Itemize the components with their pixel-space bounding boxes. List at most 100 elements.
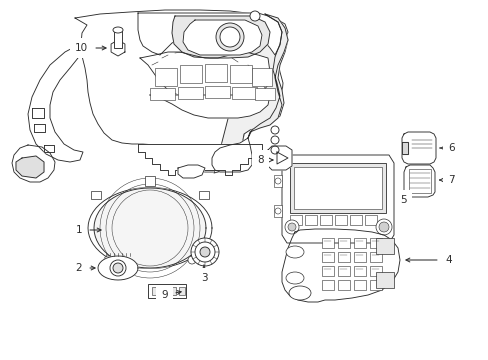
Ellipse shape <box>285 272 304 284</box>
Bar <box>204 86 229 98</box>
Polygon shape <box>138 13 282 55</box>
Bar <box>145 176 155 186</box>
Bar <box>293 167 381 209</box>
Bar <box>305 215 316 225</box>
Text: 6: 6 <box>439 143 454 153</box>
Circle shape <box>270 146 279 154</box>
Circle shape <box>216 23 244 51</box>
Bar <box>364 215 376 225</box>
Bar <box>337 238 349 248</box>
Polygon shape <box>282 229 399 302</box>
Text: 3: 3 <box>200 265 207 283</box>
Polygon shape <box>32 108 44 118</box>
Bar <box>148 284 185 298</box>
Circle shape <box>274 178 281 184</box>
Circle shape <box>104 256 112 264</box>
Polygon shape <box>172 16 269 58</box>
Polygon shape <box>247 14 287 138</box>
Bar <box>375 238 393 254</box>
Bar <box>334 215 346 225</box>
Polygon shape <box>214 14 287 173</box>
Circle shape <box>113 263 123 273</box>
Circle shape <box>249 11 260 21</box>
Polygon shape <box>111 40 124 56</box>
Bar <box>178 87 203 99</box>
Polygon shape <box>16 156 44 178</box>
Ellipse shape <box>285 246 304 258</box>
Polygon shape <box>150 95 269 118</box>
Bar <box>198 190 208 199</box>
Bar <box>251 68 271 86</box>
Polygon shape <box>138 144 262 175</box>
Ellipse shape <box>113 27 123 33</box>
Bar <box>254 88 274 100</box>
Polygon shape <box>178 165 204 178</box>
Polygon shape <box>183 20 262 55</box>
Polygon shape <box>401 142 407 154</box>
Bar <box>337 252 349 262</box>
Bar <box>289 215 302 225</box>
Bar <box>369 280 381 290</box>
Polygon shape <box>94 188 205 268</box>
Polygon shape <box>403 165 434 197</box>
Circle shape <box>191 238 219 266</box>
Text: 4: 4 <box>405 255 451 265</box>
Bar <box>231 87 257 99</box>
Bar <box>408 169 430 193</box>
Bar <box>204 64 226 82</box>
Text: 5: 5 <box>398 195 406 205</box>
Bar <box>353 252 365 262</box>
Polygon shape <box>75 10 287 172</box>
Bar <box>353 238 365 248</box>
Polygon shape <box>282 155 393 243</box>
Circle shape <box>274 208 281 214</box>
Circle shape <box>110 260 126 276</box>
Bar <box>321 238 333 248</box>
Bar <box>273 205 282 217</box>
Bar <box>321 252 333 262</box>
Text: 2: 2 <box>75 263 95 273</box>
Polygon shape <box>12 145 55 182</box>
Bar <box>321 266 333 276</box>
Text: 9: 9 <box>161 290 181 300</box>
Polygon shape <box>267 146 291 170</box>
Bar <box>369 252 381 262</box>
Polygon shape <box>28 44 83 162</box>
Polygon shape <box>98 256 138 280</box>
Bar <box>161 287 167 295</box>
Circle shape <box>187 256 196 264</box>
Polygon shape <box>34 124 45 132</box>
Bar <box>319 215 331 225</box>
Bar <box>179 287 184 295</box>
Bar <box>91 190 101 199</box>
Polygon shape <box>212 138 251 172</box>
Bar <box>321 280 333 290</box>
Polygon shape <box>140 52 269 104</box>
Bar <box>349 215 361 225</box>
Circle shape <box>287 223 295 231</box>
Bar <box>369 266 381 276</box>
Bar <box>289 163 385 213</box>
Circle shape <box>375 219 391 235</box>
Bar <box>337 280 349 290</box>
Text: 1: 1 <box>75 225 101 235</box>
Circle shape <box>285 220 298 234</box>
Polygon shape <box>44 145 54 152</box>
Circle shape <box>270 126 279 134</box>
Polygon shape <box>88 188 212 269</box>
Bar <box>229 65 251 83</box>
Polygon shape <box>401 132 435 164</box>
Bar <box>353 280 365 290</box>
Circle shape <box>220 27 240 47</box>
Bar <box>375 272 393 288</box>
Text: 8: 8 <box>257 155 272 165</box>
Circle shape <box>270 136 279 144</box>
Bar <box>152 287 158 295</box>
Bar <box>337 266 349 276</box>
Circle shape <box>195 242 215 262</box>
Bar <box>155 68 177 86</box>
Bar <box>369 238 381 248</box>
Circle shape <box>200 247 209 257</box>
Bar <box>273 175 282 187</box>
Ellipse shape <box>288 286 310 300</box>
